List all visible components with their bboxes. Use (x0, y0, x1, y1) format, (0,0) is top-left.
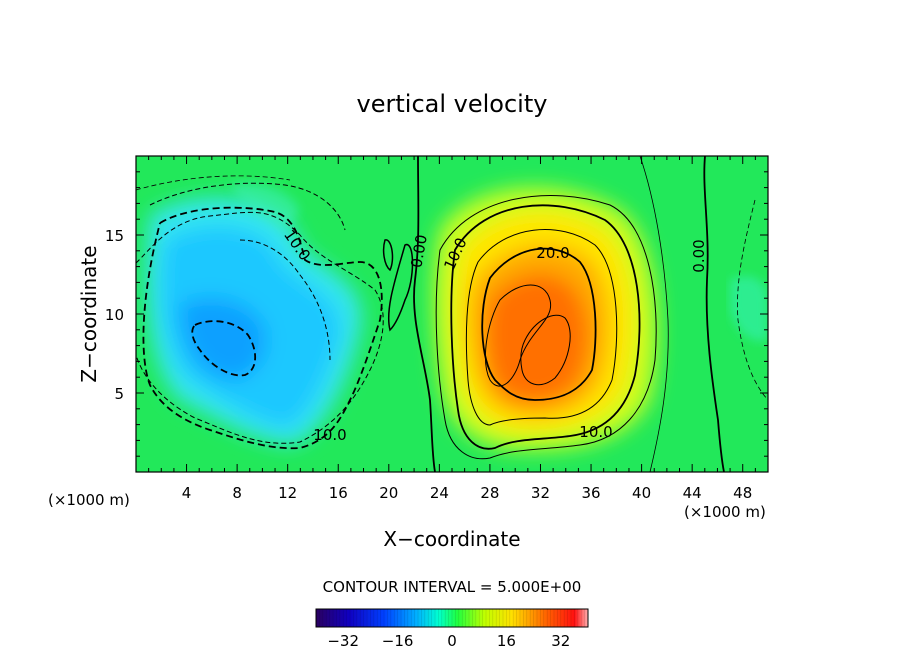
x-tick-label: 8 (232, 484, 242, 502)
x-tick-label: 48 (733, 484, 752, 502)
colorbar-tick-label: −32 (327, 632, 359, 650)
x-tick-label: 40 (632, 484, 651, 502)
x-tick-label: 28 (480, 484, 499, 502)
y-tick-label: 5 (114, 385, 124, 403)
contour-label: 20.0 (536, 244, 569, 262)
contour-label: 10.0 (579, 423, 612, 441)
x-tick-label: 36 (581, 484, 600, 502)
y-tick-labels: 5 10 15 (105, 227, 124, 403)
x-unit-right: (×1000 m) (684, 503, 766, 521)
y-axis-label: Z−coordinate (77, 245, 101, 382)
colorbar: −32 −16 0 16 32 (315, 608, 589, 650)
colorbar-stripes (319, 609, 585, 627)
chart-title: vertical velocity (357, 90, 548, 118)
x-tick-label: 12 (278, 484, 297, 502)
colorbar-tick-label: −16 (382, 632, 414, 650)
colorbar-tick-label: 0 (447, 632, 457, 650)
x-tick-label: 16 (329, 484, 348, 502)
colorbar-tick-label: 32 (551, 632, 570, 650)
contour-interval-text: CONTOUR INTERVAL = 5.000E+00 (323, 578, 582, 596)
colorbar-tick-label: 16 (497, 632, 516, 650)
contour-label: 10.0 (313, 426, 346, 444)
contour-label: 0.00 (407, 233, 431, 269)
y-tick-label: 15 (105, 227, 124, 245)
axis-ticks (136, 156, 768, 472)
x-tick-labels: 4 8 12 16 20 24 28 32 36 40 44 48 (182, 484, 752, 502)
colorbar-gradient (315, 608, 589, 628)
x-tick-label: 20 (379, 484, 398, 502)
contour-label: 0.00 (690, 239, 708, 272)
plot-area: 10.0 10.0 0.00 10.0 20.0 10.0 0.00 (136, 156, 768, 472)
downdraft-fill (146, 198, 362, 445)
x-tick-label: 24 (430, 484, 449, 502)
contour-lines (136, 156, 768, 472)
x-tick-label: 44 (683, 484, 702, 502)
x-unit-left: (×1000 m) (48, 491, 130, 509)
y-tick-label: 10 (105, 306, 124, 324)
x-axis-label: X−coordinate (383, 527, 520, 551)
colorbar-tick-labels: −32 −16 0 16 32 (327, 632, 570, 650)
contour-labels: 10.0 10.0 0.00 10.0 20.0 10.0 0.00 (280, 226, 708, 444)
x-tick-label: 4 (182, 484, 192, 502)
x-tick-label: 32 (531, 484, 550, 502)
